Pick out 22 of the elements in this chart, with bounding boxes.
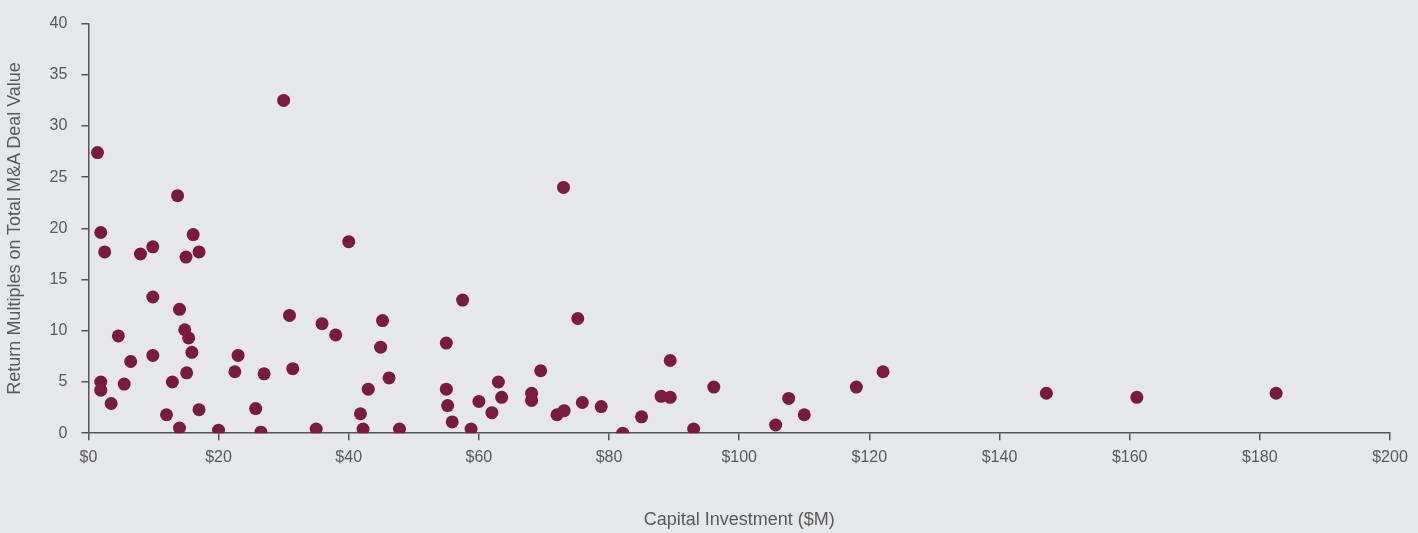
y-tick-label: 10 [49,321,68,339]
y-tick-label: 5 [58,372,68,390]
x-tick-label: $60 [465,448,493,466]
y-tick-label: 20 [49,218,68,236]
y-tick-label: 30 [49,116,68,134]
x-tick-label: $140 [981,448,1018,466]
x-tick-label: $120 [851,448,888,466]
y-tick-label: 40 [49,14,68,32]
y-axis-title: Return Multiples on Total M&A Deal Value [3,62,24,395]
x-tick-label: $160 [1111,448,1148,466]
x-tick-label: $40 [335,448,363,466]
x-tick-label: $180 [1242,448,1278,466]
x-axis-title: Capital Investment ($M) [643,509,835,530]
x-tick-label: $0 [79,448,98,466]
y-tick-label: 25 [49,167,68,185]
y-tick-label: 15 [49,270,68,288]
x-tick-label: $20 [205,448,232,466]
y-tick-label: 35 [49,65,68,83]
x-tick-label: $200 [1372,448,1408,466]
y-tick-label: 0 [58,423,68,441]
x-tick-label: $100 [721,448,758,466]
x-tick-label: $80 [595,448,623,466]
